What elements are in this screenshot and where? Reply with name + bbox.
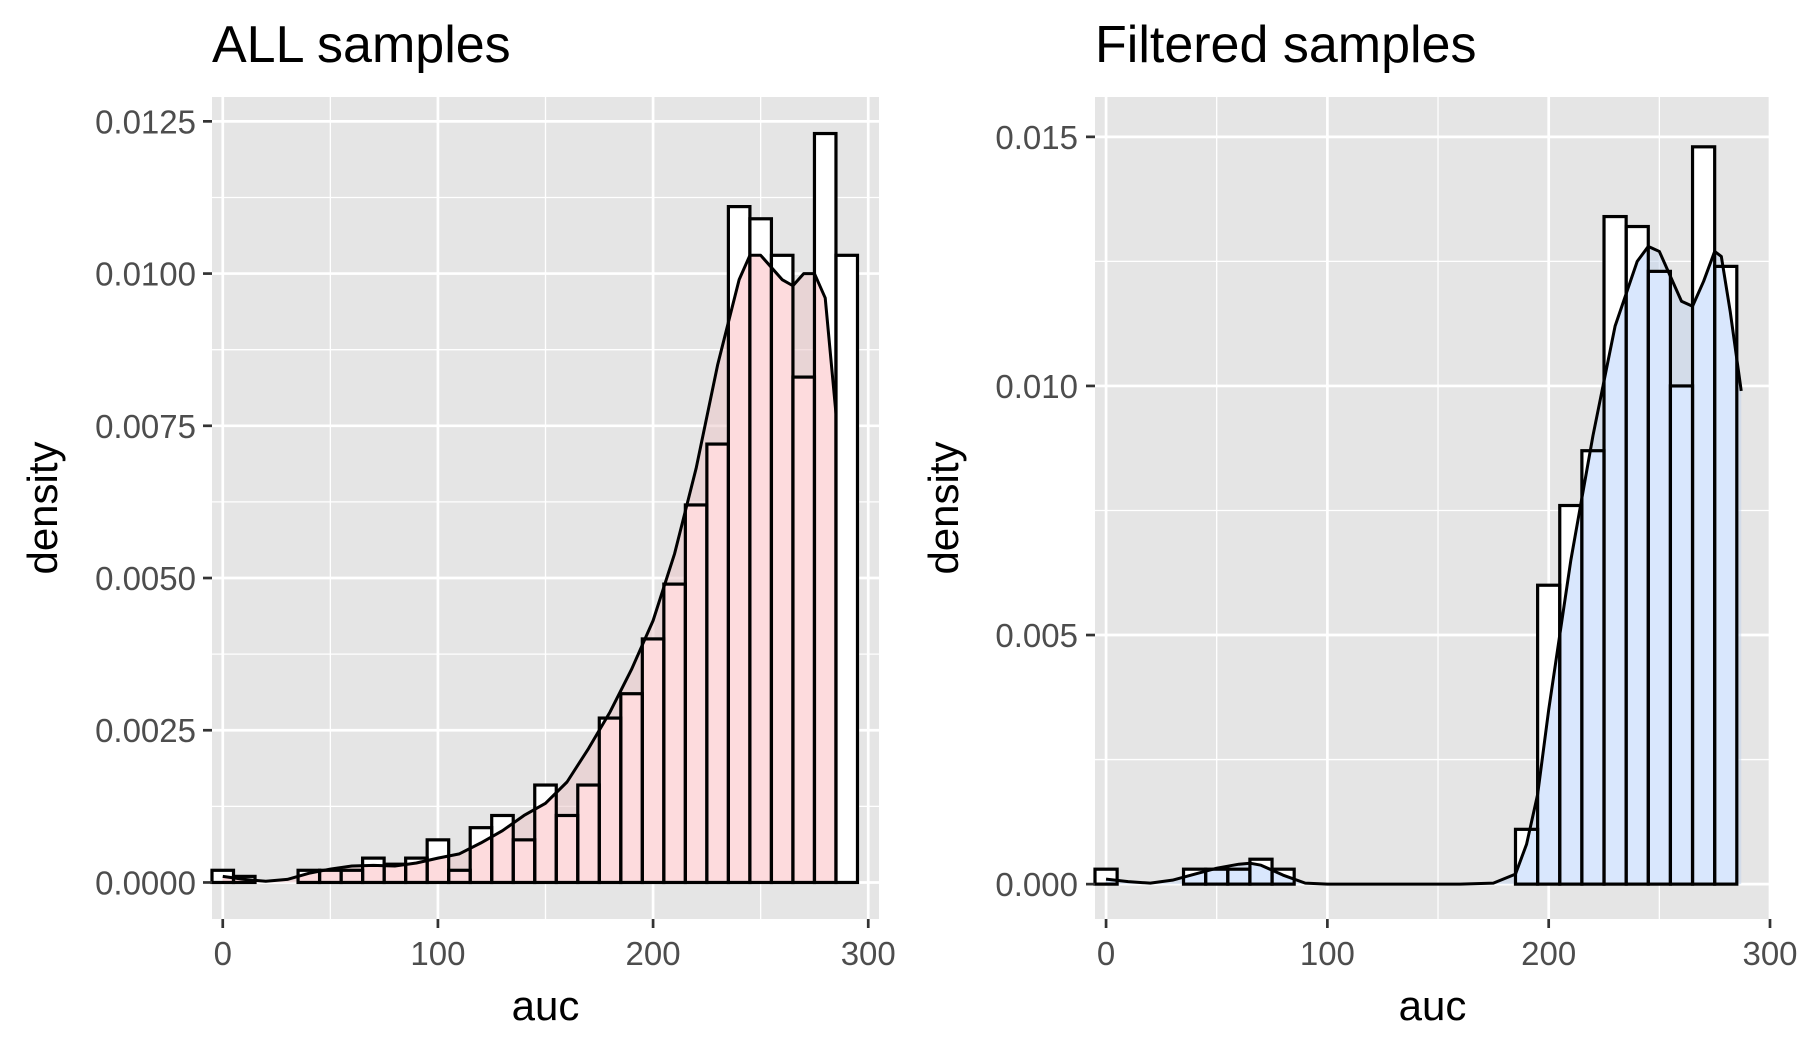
y-tick-label: 0.0075: [95, 408, 196, 445]
histogram-bar-overlay: [534, 785, 557, 883]
histogram-bar-overlay: [706, 444, 729, 883]
histogram-bar: [834, 253, 860, 885]
x-tick-label: 300: [1742, 935, 1797, 972]
histogram-bar-overlay: [620, 693, 643, 883]
histogram-bar-overlay: [1205, 869, 1228, 885]
histogram-bar-overlay: [1604, 246, 1627, 885]
histogram-bar-overlay: [771, 255, 793, 883]
y-axis-title: density: [920, 441, 967, 574]
histogram-bar: [1713, 264, 1739, 886]
y-axis-title: density: [19, 441, 66, 574]
histogram-bar-overlay: [1714, 266, 1737, 885]
histogram-bar-overlay: [814, 255, 836, 883]
histogram-bar-overlay: [1227, 869, 1250, 885]
chart-title: ALL samples: [212, 16, 511, 74]
histogram-bar-overlay: [341, 870, 363, 883]
histogram-bar-overlay: [319, 870, 342, 883]
histogram-bar-overlay: [663, 584, 686, 883]
histogram-bar: [1270, 867, 1296, 886]
histogram-bar-overlay: [728, 255, 750, 883]
density-curve: [1105, 244, 1743, 886]
histogram-bar-overlay: [685, 504, 707, 883]
histogram-bar-overlay: [384, 864, 406, 883]
x-tick-label: 0: [214, 935, 232, 972]
y-tick-label: 0.0100: [95, 256, 196, 293]
x-tick-label: 200: [626, 935, 681, 972]
histogram-bar-overlay: [1626, 246, 1649, 885]
y-tick-label: 0.000: [995, 866, 1078, 903]
x-axis-title: auc: [512, 982, 580, 1029]
histogram-bar-overlay: [1581, 450, 1605, 885]
x-tick-label: 0: [1097, 935, 1115, 972]
histogram-bar-overlay: [448, 870, 471, 883]
x-tick-label: 100: [410, 935, 465, 972]
histogram-bar-overlay: [556, 815, 578, 883]
histogram-bar-overlay: [1692, 246, 1715, 885]
histogram-bar-overlay: [513, 839, 535, 883]
y-tick-label: 0.010: [995, 368, 1078, 405]
density-curve: [222, 253, 838, 883]
x-tick-label: 200: [1521, 935, 1576, 972]
histogram-bar-overlay: [749, 255, 772, 883]
histogram-bar: [1093, 867, 1119, 886]
y-tick-label: 0.0025: [95, 712, 196, 749]
x-tick-label: 100: [1300, 935, 1355, 972]
histogram-bar-background: [835, 255, 858, 883]
y-tick-label: 0.0050: [95, 560, 196, 597]
y-tick-label: 0.015: [995, 119, 1078, 156]
chart-title: Filtered samples: [1095, 16, 1476, 74]
histogram-bar-overlay: [1670, 385, 1693, 885]
histogram-bar-overlay: [599, 718, 621, 883]
histogram-bar-overlay: [642, 638, 664, 883]
left-histogram-panel: 0 100 200 300 0.0000 0.0025 0.0050 0.0075 0.0100…: [19, 16, 896, 1029]
histogram-bar-overlay: [1648, 271, 1671, 885]
histogram-bar-overlay: [577, 785, 600, 883]
x-axis-title: auc: [1399, 982, 1467, 1029]
y-tick-label: 0.0000: [95, 864, 196, 901]
histogram-bar-overlay: [792, 377, 815, 883]
x-tick-label: 300: [841, 935, 896, 972]
y-tick-label: 0.0125: [95, 103, 196, 140]
y-tick-label: 0.005: [995, 617, 1078, 654]
right-histogram-panel: 0 100 200 300 0.000 0.005 0.010 0.015 Filtered s…: [920, 16, 1798, 1029]
